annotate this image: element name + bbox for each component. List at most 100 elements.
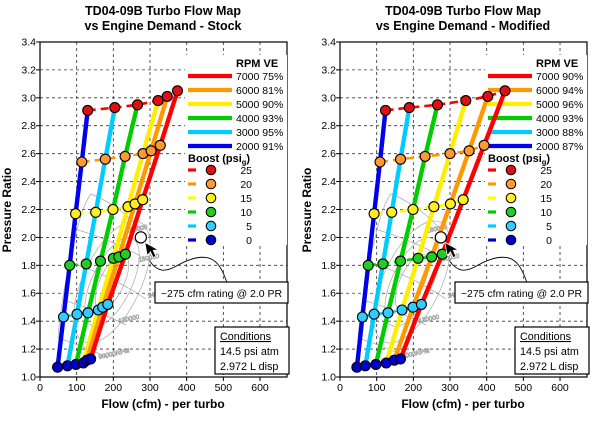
rpm-line-3000 — [363, 107, 412, 367]
legend-rpm-label-4000: 4000 93% — [536, 113, 583, 125]
legend-boost-dot-20 — [505, 178, 517, 190]
legend-rpm-header: RPM VE — [236, 58, 278, 70]
y-tick-label: 1.0 — [21, 372, 36, 384]
dot-4000rpm-15psi — [407, 203, 419, 216]
dot-5000rpm-10psi — [412, 252, 424, 264]
rating-annotation: ~275 cfm rating @ 2.0 PR — [434, 231, 589, 304]
dot-7000rpm-10psi — [119, 248, 131, 260]
dot-5000rpm-5psi — [396, 304, 408, 316]
dot-3000rpm-0psi — [359, 360, 371, 372]
conditions-title: Conditions — [220, 331, 272, 343]
dot-2000rpm-0psi — [52, 361, 64, 373]
y-tick-label: 2.6 — [21, 148, 36, 160]
legend-boost-label-10: 10 — [240, 207, 252, 219]
legend-rpm-label-6000: 6000 94% — [536, 85, 583, 97]
dot-3000rpm-20psi — [394, 153, 407, 165]
boost-dots — [52, 85, 184, 373]
dot-7000rpm-25psi — [171, 85, 184, 97]
dot-5000rpm-25psi — [460, 95, 472, 107]
y-tick-label: 2.6 — [321, 148, 336, 160]
legend-background — [185, 55, 287, 245]
dot-5000rpm-25psi — [152, 95, 164, 107]
conditions-line: 14.5 psi atm — [520, 346, 579, 358]
dot-7000rpm-15psi — [457, 194, 469, 206]
conditions-box: Conditions 14.5 psi atm 2.972 L disp — [514, 326, 590, 375]
dot-7000rpm-0psi — [394, 353, 407, 365]
x-tick-label: 0 — [337, 382, 343, 394]
y-tick-label: 1.8 — [321, 260, 336, 272]
legend-rpm-label-3000: 3000 95% — [236, 127, 283, 139]
legend-boost-dot-5 — [505, 220, 517, 232]
x-tick-label: 200 — [105, 382, 123, 394]
rpm-line-5000 — [81, 99, 161, 364]
y-tick-label: 3.0 — [21, 92, 36, 104]
chart-title-line2: vs Engine Demand - Modified — [376, 19, 550, 33]
annotation-leader-line — [449, 256, 528, 283]
x-tick-label: 300 — [441, 382, 459, 394]
chart-stock: 18000016000014000012000090000RPM01002003… — [0, 0, 300, 420]
dot-6000rpm-20psi — [145, 145, 157, 157]
x-tick-label: 0 — [37, 382, 43, 394]
legend-rpm-label-5000: 5000 90% — [236, 99, 283, 111]
y-tick-label: 1.8 — [21, 260, 36, 272]
conditions-line: 2.972 L disp — [220, 361, 278, 373]
y-tick-label: 1.2 — [321, 344, 336, 356]
legend-boost-label-25: 25 — [240, 165, 252, 177]
legend-boost-dot-10 — [505, 206, 517, 218]
dot-5000rpm-15psi — [428, 201, 440, 213]
annotation-text: ~275 cfm rating @ 2.0 PR — [461, 288, 583, 300]
flow-map-svg-modified: 18000016000014000012000090000RPM01002003… — [300, 0, 600, 420]
legend-boost-label-0: 0 — [246, 235, 252, 247]
dot-2000rpm-10psi — [362, 259, 374, 271]
dot-3000rpm-10psi — [377, 258, 389, 270]
legend-boost-label-10: 10 — [540, 207, 552, 219]
legend-rpm-label-2000: 2000 87% — [536, 141, 583, 153]
chart-title-line1: TD04-09B Turbo Flow Map — [385, 4, 541, 18]
x-tick-label: 100 — [368, 382, 386, 394]
rpm-line-7000 — [398, 90, 508, 360]
legend-boost-dot-0 — [205, 234, 217, 246]
dot-4000rpm-0psi — [370, 358, 382, 370]
legend-boost-label-20: 20 — [540, 179, 552, 191]
dot-7000rpm-10psi — [436, 248, 448, 260]
dot-5000rpm-20psi — [444, 148, 456, 160]
annotation-box — [454, 281, 589, 304]
dot-2000rpm-20psi — [76, 156, 88, 168]
y-tick-label: 2.8 — [321, 120, 336, 132]
dot-2000rpm-20psi — [374, 156, 386, 168]
x-tick-label: 500 — [515, 382, 533, 394]
legend-boost-label-0: 0 — [546, 235, 552, 247]
dot-4000rpm-10psi — [394, 255, 407, 267]
conditions-title: Conditions — [520, 331, 572, 343]
dot-4000rpm-15psi — [107, 203, 119, 216]
dot-3000rpm-25psi — [403, 102, 415, 114]
rpm-line-4000 — [373, 104, 440, 365]
y-tick-label: 1.6 — [21, 288, 36, 300]
legend-boost-dot-15 — [205, 192, 217, 204]
tick-marks — [336, 41, 561, 381]
rpm-line-6000 — [392, 95, 490, 361]
x-tick-label: 400 — [478, 382, 496, 394]
legend-boost-dot-15 — [505, 192, 517, 204]
legend-boost-label-5: 5 — [546, 221, 552, 233]
x-tick-label: 600 — [551, 382, 569, 394]
legend-boost-header: Boost (psig) — [488, 153, 550, 167]
y-tick-label: 2.2 — [21, 204, 36, 216]
chart-modified: 18000016000014000012000090000RPM01002003… — [300, 0, 600, 420]
dot-4000rpm-20psi — [119, 150, 131, 162]
legend-rpm-label-3000: 3000 88% — [536, 127, 583, 139]
dot-7000rpm-15psi — [137, 194, 149, 206]
dot-4000rpm-25psi — [431, 99, 444, 111]
y-tick-label: 1.0 — [321, 372, 336, 384]
dot-2000rpm-5psi — [57, 311, 70, 323]
y-tick-label: 2.2 — [321, 204, 336, 216]
speed-line — [368, 262, 447, 300]
x-tick-label: 500 — [215, 382, 233, 394]
rpm-line-2000 — [55, 110, 90, 368]
efficiency-island — [384, 237, 440, 327]
conditions-border — [214, 326, 290, 375]
cursor-arrow-icon — [444, 241, 460, 259]
chart-title-line1: TD04-09B Turbo Flow Map — [85, 4, 241, 18]
